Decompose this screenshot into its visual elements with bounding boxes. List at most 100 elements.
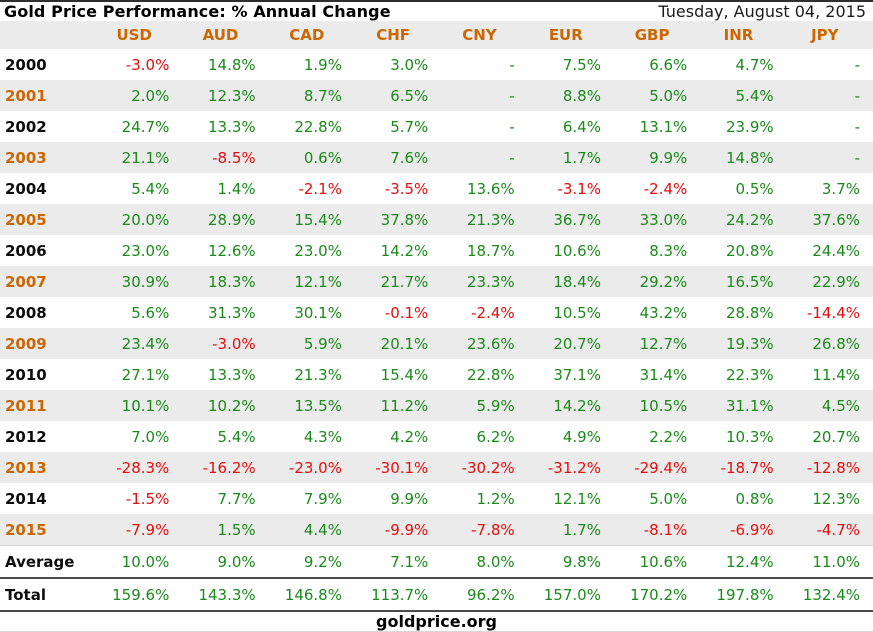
value-cell: 7.5%: [562, 55, 601, 74]
value-cell: 5.4%: [217, 427, 256, 446]
value-cell: -3.0%: [125, 55, 170, 74]
value-cell: 5.6%: [131, 303, 170, 322]
value-cell: 13.3%: [208, 117, 256, 136]
table-row-2011: 2011 10.1% 10.2% 13.5% 11.2% 5.9% 14.2% 10.5% 31…: [0, 390, 873, 421]
value-cell: 15.4%: [380, 365, 429, 384]
value-cell: 24.7%: [121, 117, 170, 136]
value-cell: 18.4%: [553, 272, 601, 291]
value-cell: 10.3%: [725, 427, 774, 446]
value-cell: 8.8%: [562, 86, 601, 105]
value-cell: 1.4%: [217, 179, 256, 198]
value-cell: 30.1%: [294, 303, 342, 322]
value-cell: -3.1%: [557, 179, 601, 198]
value-cell: 12.1%: [294, 272, 342, 291]
value-cell: 96.2%: [441, 578, 528, 612]
year-label: 2010: [5, 365, 47, 384]
gold-performance-table: USD AUD CAD CHF CNY EUR GBP INR JPY 2000 -3.0% 14.…: [0, 21, 873, 612]
value-cell: -: [509, 86, 515, 105]
value-cell: 14.8%: [725, 148, 774, 167]
value-cell: 12.1%: [553, 489, 601, 508]
value-cell: 1.2%: [476, 489, 515, 508]
value-cell: -12.8%: [806, 458, 860, 477]
value-cell: 37.6%: [812, 210, 860, 229]
value-cell: 11.4%: [812, 365, 860, 384]
value-cell: 21.3%: [294, 365, 342, 384]
header-row: USD AUD CAD CHF CNY EUR GBP INR JPY: [0, 21, 873, 49]
value-cell: -23.0%: [288, 458, 342, 477]
value-cell: 31.4%: [639, 365, 688, 384]
value-cell: 9.8%: [527, 545, 614, 579]
value-cell: 13.1%: [639, 117, 688, 136]
value-cell: -: [509, 55, 515, 74]
value-cell: -2.4%: [643, 179, 688, 198]
value-cell: 9.9%: [390, 489, 429, 508]
value-cell: 29.2%: [639, 272, 688, 291]
table-row-2000: 2000 -3.0% 14.8% 1.9% 3.0% - 7.5% 6.6% 4.7% -: [0, 49, 873, 80]
value-cell: 4.7%: [735, 55, 774, 74]
table-row-2004: 2004 5.4% 1.4% -2.1% -3.5% 13.6% -3.1% -2.4% 0.5…: [0, 173, 873, 204]
table-row-2006: 2006 23.0% 12.6% 23.0% 14.2% 18.7% 10.6% 8.3% 20…: [0, 235, 873, 266]
value-cell: 19.3%: [725, 334, 774, 353]
year-label: 2008: [5, 303, 47, 322]
value-cell: 12.3%: [208, 86, 256, 105]
year-label: 2015: [5, 520, 47, 539]
value-cell: -1.5%: [125, 489, 170, 508]
value-cell: 21.1%: [121, 148, 170, 167]
value-cell: 11.2%: [380, 396, 429, 415]
value-cell: -28.3%: [116, 458, 170, 477]
value-cell: 0.8%: [735, 489, 774, 508]
table-row-2001: 2001 2.0% 12.3% 8.7% 6.5% - 8.8% 5.0% 5.4% -: [0, 80, 873, 111]
value-cell: 13.5%: [294, 396, 342, 415]
value-cell: 6.2%: [476, 427, 515, 446]
column-header-usd: USD: [96, 21, 183, 49]
value-cell: 12.6%: [208, 241, 256, 260]
value-cell: 12.7%: [639, 334, 688, 353]
year-label: 2006: [5, 241, 47, 260]
value-cell: 18.3%: [208, 272, 256, 291]
value-cell: 10.5%: [639, 396, 688, 415]
value-cell: 14.2%: [553, 396, 601, 415]
value-cell: 6.5%: [390, 86, 429, 105]
table-row-2007: 2007 30.9% 18.3% 12.1% 21.7% 23.3% 18.4% 29.2% 1…: [0, 266, 873, 297]
value-cell: -3.5%: [384, 179, 429, 198]
value-cell: 7.9%: [303, 489, 342, 508]
table-row-2014: 2014 -1.5% 7.7% 7.9% 9.9% 1.2% 12.1% 5.0% 0.8% 12…: [0, 483, 873, 514]
column-header-jpy: JPY: [786, 21, 873, 49]
value-cell: -6.9%: [730, 520, 774, 539]
value-cell: 23.0%: [294, 241, 342, 260]
value-cell: -2.4%: [471, 303, 515, 322]
column-header-inr: INR: [700, 21, 787, 49]
value-cell: 20.8%: [725, 241, 774, 260]
value-cell: -0.1%: [384, 303, 429, 322]
value-cell: 28.8%: [725, 303, 774, 322]
column-header-cny: CNY: [441, 21, 528, 49]
value-cell: 21.3%: [466, 210, 515, 229]
year-label: 2001: [5, 86, 47, 105]
value-cell: 5.0%: [649, 489, 688, 508]
table-row-2013: 2013 -28.3% -16.2% -23.0% -30.1% -30.2% -31.2%…: [0, 452, 873, 483]
value-cell: 9.0%: [182, 545, 269, 579]
value-cell: 20.7%: [553, 334, 601, 353]
table-row-2003: 2003 21.1% -8.5% 0.6% 7.6% - 1.7% 9.9% 14.8% -: [0, 142, 873, 173]
corner-cell: [0, 21, 96, 49]
row-label: Average: [0, 545, 96, 579]
year-label: 2009: [5, 334, 47, 353]
summary-row-total: Total 159.6% 143.3% 146.8% 113.7% 96.2% 157.0%…: [0, 578, 873, 612]
value-cell: 2.2%: [649, 427, 688, 446]
value-cell: 1.5%: [217, 520, 256, 539]
value-cell: 4.9%: [562, 427, 601, 446]
value-cell: 24.4%: [812, 241, 860, 260]
table-row-2010: 2010 27.1% 13.3% 21.3% 15.4% 22.8% 37.1% 31.4% 2…: [0, 359, 873, 390]
column-header-chf: CHF: [354, 21, 442, 49]
value-cell: 170.2%: [613, 578, 701, 612]
value-cell: -8.5%: [212, 148, 256, 167]
value-cell: 23.0%: [121, 241, 170, 260]
value-cell: 13.3%: [208, 365, 256, 384]
value-cell: 8.3%: [649, 241, 688, 260]
value-cell: 4.3%: [303, 427, 342, 446]
value-cell: 3.0%: [390, 55, 429, 74]
value-cell: 9.9%: [649, 148, 688, 167]
value-cell: 4.4%: [303, 520, 342, 539]
year-label: 2012: [5, 427, 47, 446]
year-label: 2002: [5, 117, 47, 136]
